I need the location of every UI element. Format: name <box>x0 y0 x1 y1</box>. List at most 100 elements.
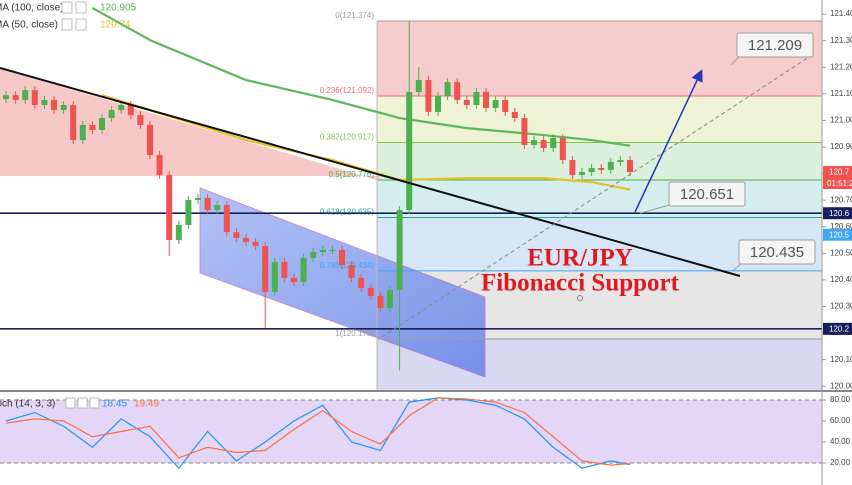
fib-label: 1(120.178) <box>335 329 374 338</box>
icon[interactable] <box>75 1 87 14</box>
candle-body <box>281 261 288 278</box>
candle-body <box>425 80 432 112</box>
stoch-band <box>0 400 822 464</box>
icon[interactable] <box>61 18 73 31</box>
candle-body <box>204 198 211 211</box>
callout-box <box>736 32 814 58</box>
candle-body <box>627 160 633 173</box>
candle-body <box>185 199 192 225</box>
candle-body <box>387 290 393 308</box>
candle-body <box>579 172 585 175</box>
candle-body <box>540 140 547 149</box>
candle-body <box>435 95 441 112</box>
y-tick-label: 80.00 <box>830 395 851 404</box>
candle-body <box>550 137 557 149</box>
stoch-pane: 20.00 40.00 60.00 80.00 <box>0 390 852 470</box>
fib-label: 0(121.374) <box>335 11 374 20</box>
candle-body <box>492 99 499 108</box>
callout-box <box>738 239 816 265</box>
candle-body <box>79 124 86 141</box>
fib-zone <box>377 179 822 218</box>
chart-title: EUR/JPY <box>527 245 633 272</box>
legend-name: Stoch (14, 3, 3) <box>0 399 55 410</box>
candle-body <box>348 265 355 278</box>
legend: MA (100, close) MA (50, close) 120.905 1… <box>0 1 159 410</box>
price-tag-label: 120.7 <box>829 168 850 177</box>
candle-body <box>531 140 537 145</box>
candle-body <box>291 277 297 283</box>
candle-body <box>70 105 77 141</box>
candle-body <box>41 99 48 106</box>
y-tick-label: 120.90 <box>830 142 852 151</box>
moving-average <box>91 7 631 147</box>
candle-body <box>166 174 173 241</box>
fib-label: 0.236(121.092) <box>320 86 375 95</box>
candle-body <box>339 249 345 266</box>
y-tick-label: 121.00 <box>830 116 852 125</box>
arrow <box>634 69 703 213</box>
shaded-area <box>0 68 380 181</box>
candle-body <box>598 168 605 170</box>
candle-body <box>31 90 38 106</box>
y-tick-label: 120.30 <box>830 302 852 311</box>
price-tag-label: 120.5 <box>829 230 850 239</box>
candle-body <box>175 224 182 241</box>
channel <box>199 187 486 378</box>
candle-body <box>358 277 365 288</box>
candle-body <box>12 95 19 100</box>
candle-body <box>310 252 317 258</box>
candle-body <box>195 198 201 200</box>
marker <box>577 295 583 301</box>
icon[interactable] <box>75 18 87 31</box>
trendline <box>0 67 741 277</box>
legend-value: 120.905 <box>100 3 137 14</box>
candle-body <box>300 257 307 283</box>
candle-body <box>588 168 595 173</box>
y-tick-label: 121.10 <box>830 89 852 98</box>
fib-label: 0.618(120.635) <box>320 208 375 217</box>
candle-body <box>454 82 461 100</box>
fib-zone <box>377 21 822 96</box>
y-tick-label: 120.00 <box>830 381 852 390</box>
chart-subtitle: Fibonacci Support <box>481 270 680 297</box>
candle-body <box>51 99 57 111</box>
fib-zone <box>377 95 822 143</box>
y-tick-label: 120.10 <box>830 355 852 364</box>
price-tag-label: 120.2 <box>829 324 850 333</box>
candle-body <box>367 287 374 296</box>
candle-body <box>377 295 384 308</box>
candle-body <box>511 111 518 119</box>
callout-label: 120.435 <box>750 244 804 261</box>
countdown-tag <box>823 178 852 190</box>
callout-pointer <box>639 203 674 214</box>
overlay: 121.209 120.651 120.435 <box>0 32 816 338</box>
fib-label: 0.5(120.776) <box>329 170 375 179</box>
icon[interactable] <box>77 397 88 409</box>
price-pane <box>0 21 822 390</box>
legend-name: MA (100, close) <box>0 3 63 14</box>
icon[interactable] <box>89 397 100 409</box>
y-tick-label: 121.20 <box>830 62 852 71</box>
price-tag <box>823 207 852 220</box>
candle-body <box>223 204 230 233</box>
candle-body <box>214 204 221 211</box>
candle-body <box>137 115 144 125</box>
candle-body <box>406 91 413 211</box>
candle-body <box>607 161 614 170</box>
y-tick-label: 120.40 <box>830 275 852 284</box>
fib-zone <box>377 142 822 180</box>
candle-body <box>473 91 480 106</box>
callout-label: 121.209 <box>748 37 802 54</box>
icon[interactable] <box>65 397 76 409</box>
candle-body <box>252 241 259 246</box>
candle-body <box>521 118 528 145</box>
fib-label: 0.382(120.917) <box>320 133 375 142</box>
fib-label: 0.786(120.434) <box>320 261 375 270</box>
candle-body <box>271 261 278 292</box>
y-tick-label: 120.50 <box>830 248 852 257</box>
dashed-trend <box>381 54 813 338</box>
y-tick-label: 120.70 <box>830 195 852 204</box>
icon[interactable] <box>61 1 73 14</box>
